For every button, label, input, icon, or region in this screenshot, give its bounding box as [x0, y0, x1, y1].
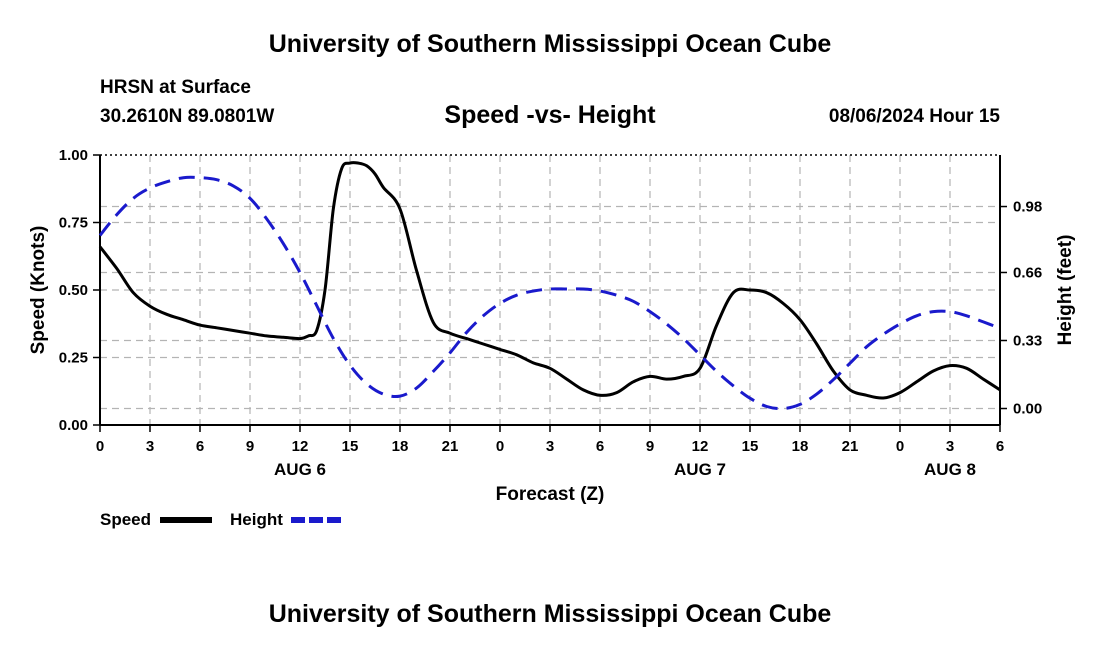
x-tick-label: 6 [996, 438, 1004, 455]
x-axis-title: Forecast (Z) [496, 484, 605, 505]
legend-label-speed: Speed [100, 510, 151, 529]
x-tick-label: 0 [96, 438, 104, 455]
x-tick-label: 0 [496, 438, 504, 455]
y-tick-label: 0.25 [59, 350, 88, 367]
x-tick-label: 6 [196, 438, 204, 455]
day-label: AUG 6 [274, 460, 326, 479]
forecast-timestamp: 08/06/2024 Hour 15 [828, 106, 1000, 127]
page-title: University of Southern Mississippi Ocean… [268, 30, 832, 58]
y-axis-title: Speed (Knots) [28, 226, 49, 355]
x-tick-label: 9 [246, 438, 254, 455]
x-tick-label: 12 [692, 438, 709, 455]
y2-tick-label: 0.98 [1013, 199, 1042, 216]
x-tick-label: 18 [792, 438, 809, 455]
station-label: HRSN at Surface [100, 77, 251, 98]
y-tick-label: 0.50 [59, 282, 88, 299]
x-tick-label: 3 [546, 438, 554, 455]
x-tick-label: 21 [842, 438, 859, 455]
y2-tick-label: 0.00 [1013, 401, 1042, 418]
x-tick-label: 3 [146, 438, 154, 455]
y-tick-label: 0.75 [59, 215, 88, 232]
x-tick-label: 18 [392, 438, 409, 455]
station-coords: 30.2610N 89.0801W [100, 106, 275, 127]
day-label: AUG 8 [924, 460, 976, 479]
y2-axis-title: Height (feet) [1055, 235, 1076, 346]
x-tick-label: 3 [946, 438, 954, 455]
legend-label-height: Height [230, 510, 283, 529]
x-tick-label: 15 [342, 438, 359, 455]
series-line-speed [98, 161, 1001, 400]
y-tick-label: 1.00 [59, 147, 88, 164]
y2-tick-label: 0.33 [1013, 332, 1042, 349]
x-tick-label: 15 [742, 438, 759, 455]
x-tick-label: 12 [292, 438, 309, 455]
day-label: AUG 7 [674, 460, 726, 479]
x-tick-label: 0 [896, 438, 904, 455]
x-tick-label: 6 [596, 438, 604, 455]
footer-title: University of Southern Mississippi Ocean… [268, 600, 832, 628]
chart-title: Speed -vs- Height [444, 101, 656, 129]
y2-tick-label: 0.66 [1013, 264, 1042, 281]
y-tick-label: 0.00 [59, 417, 88, 434]
series-line-height [98, 175, 1001, 411]
x-tick-label: 9 [646, 438, 654, 455]
x-tick-label: 21 [442, 438, 459, 455]
